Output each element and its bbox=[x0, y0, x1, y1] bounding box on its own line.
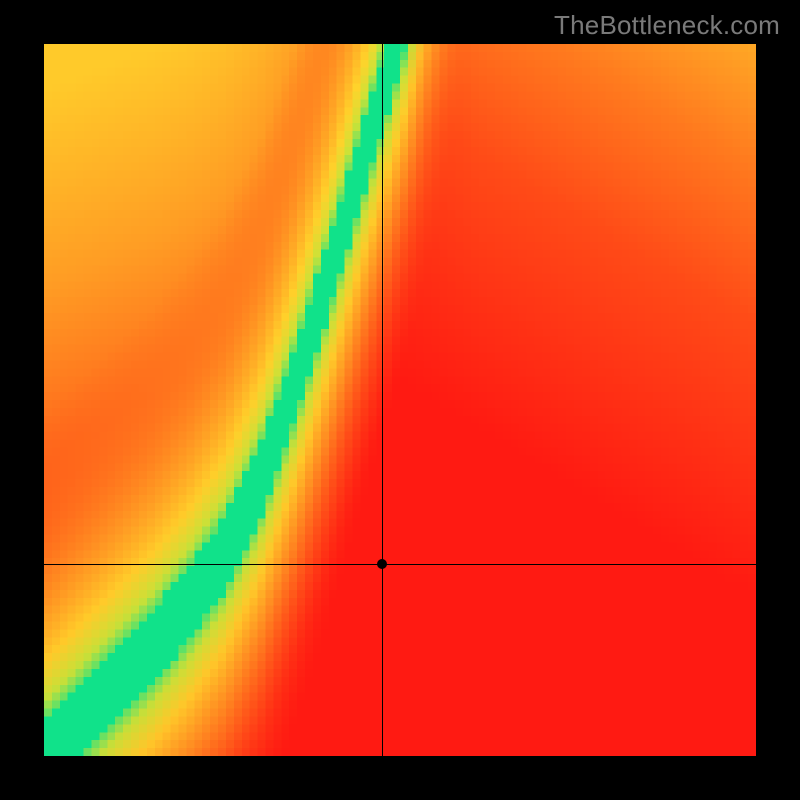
selected-point-marker bbox=[377, 559, 387, 569]
crosshair-vertical bbox=[382, 44, 383, 756]
watermark-text: TheBottleneck.com bbox=[554, 10, 780, 41]
bottleneck-heatmap bbox=[44, 44, 756, 756]
crosshair-horizontal bbox=[44, 564, 756, 565]
heatmap-canvas bbox=[44, 44, 756, 756]
